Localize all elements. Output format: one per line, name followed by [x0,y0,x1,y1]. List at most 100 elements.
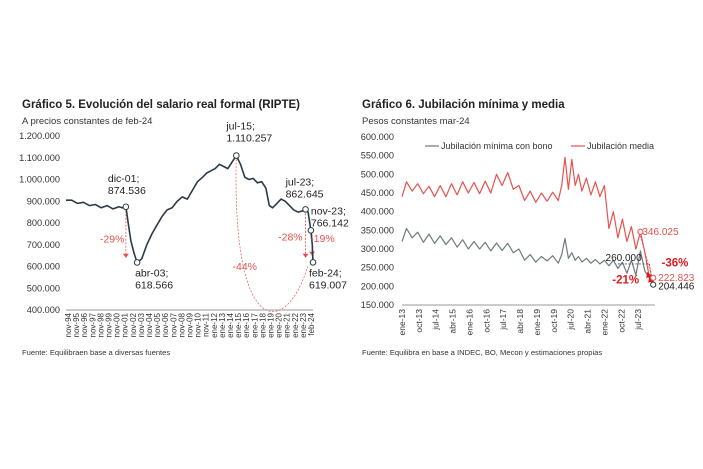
x-tick-label: nov-94 [64,312,73,337]
annotation-value: 1.110.257 [226,133,272,145]
x-tick-label: nov-03 [137,312,146,337]
annotation-marker [233,152,240,159]
x-tick-label: nov-99 [105,312,114,337]
annotation-label: 222.823 [658,273,695,284]
change-label: -21% [612,275,639,287]
annotation-value: 874.536 [108,185,146,197]
legend-label: Jubilación media [587,141,654,151]
x-tick-label: nov-09 [186,312,195,337]
annotation-label: jul-15; [225,121,255,133]
x-tick-label: ene-18 [258,312,267,337]
x-tick-label: ene-20 [275,312,284,337]
x-tick-label: nov-97 [88,312,97,337]
x-tick-label: nov-06 [161,312,170,337]
x-tick-label: ene-22 [599,309,609,336]
annotation-label: 260.000 [606,253,643,264]
y-tick-label: 500.000 [27,283,60,293]
annotation-marker [309,259,317,266]
change-label: -29% [100,234,125,246]
annotation-marker [650,274,657,281]
x-tick-label: oct-16 [481,309,491,333]
x-tick-label: ene-19 [267,312,276,337]
annotation-marker [122,203,130,211]
chart-subtitle: A precios constantes de feb-24 [22,116,153,127]
change-label: -28% [278,231,303,243]
annotation-marker [133,259,141,266]
x-tick-label: nov-10 [194,312,203,337]
x-tick-label: nov-08 [177,312,186,337]
annotation-value: 766.142 [311,217,349,229]
x-tick-label: ene-15 [234,312,243,337]
y-tick-label: 200.000 [361,281,394,291]
annotation-marker [637,228,644,235]
x-tick-label: nov-98 [96,312,105,337]
x-tick-label: abr-18 [515,309,525,334]
x-tick-label: oct-19 [549,309,559,333]
change-label: -36% [661,258,688,270]
y-tick-label: 1.100.000 [19,153,60,163]
x-tick-label: ene-16 [464,309,474,336]
x-tick-label: oct-22 [616,309,626,333]
y-tick-label: 300.000 [361,244,394,254]
x-tick-label: nov-95 [72,312,81,337]
y-tick-label: 550.000 [361,151,394,161]
y-tick-label: 900.000 [27,196,60,206]
annotation-label: 204.446 [658,282,695,293]
y-tick-label: 150.000 [361,300,394,310]
x-tick-label: ene-22 [291,312,300,337]
annotation-value: 862.645 [286,188,324,200]
x-tick-label: ene-19 [532,309,542,336]
change-arc [235,155,308,312]
x-tick-label: ene-17 [250,312,259,337]
annotation-label: feb-24; [309,267,342,279]
drop-2023-jul-arrow [302,253,309,258]
x-tick-label: jul-23 [633,309,643,331]
x-tick-label: abr-15 [448,309,458,334]
x-tick-label: nov-96 [80,312,89,337]
annotation-value: 619.007 [309,279,347,291]
y-tick-label: 350.000 [361,225,394,235]
x-tick-label: ene-12 [210,312,219,337]
annotation-label: abr-03; [135,267,168,279]
chart-source: Fuente: Equilibra en base a INDEC, BO, M… [362,348,603,357]
jubilacion-media-line [401,156,654,279]
y-tick-label: 500.000 [361,169,394,179]
x-tick-label: ene-16 [242,312,251,337]
y-tick-label: 250.000 [361,263,394,273]
jubilacion-minima-line [401,227,654,285]
x-tick-label: nov-02 [129,312,138,337]
x-tick-label: nov-05 [153,312,162,337]
y-tick-label: 1.000.000 [19,175,60,185]
x-tick-label: jul-20 [566,309,576,331]
ripte-series-line [66,154,314,264]
y-tick-label: 1.200.000 [19,131,60,141]
x-tick-label: jul-17 [498,309,508,331]
legend-label: Jubilación mínima con bono [441,141,553,151]
y-tick-label: 800.000 [27,218,60,228]
chart-title: Gráfico 6. Jubilación mínima y media [362,99,565,111]
change-label: -19% [310,233,335,245]
drop-2001-arrow [122,253,129,258]
y-tick-label: 450.000 [361,188,394,198]
x-tick-label: jul-14 [431,309,441,331]
annotation-marker [650,281,657,288]
annotation-label: jul-23; [285,176,315,188]
chart-title: Gráfico 5. Evolución del salario real fo… [22,99,300,111]
annotation-label: dic-01; [108,173,140,185]
annotation-value: 618.566 [135,279,173,291]
annotation-marker [307,227,315,234]
x-tick-label: oct-13 [414,309,424,333]
y-tick-label: 600.000 [27,262,60,272]
x-tick-label: nov-07 [169,312,178,337]
x-tick-label: nov-00 [113,312,122,337]
x-tick-label: abr-21 [583,309,593,334]
y-tick-label: 600.000 [361,132,394,142]
annotation-label: 346.025 [642,227,679,238]
x-tick-label: ene-13 [218,312,227,337]
change-label: -44% [233,261,258,273]
x-tick-label: feb-24 [307,312,316,335]
chart-source: Fuente: Equilibraen base a diversas fuen… [22,348,171,357]
y-tick-label: 400.000 [361,207,394,217]
